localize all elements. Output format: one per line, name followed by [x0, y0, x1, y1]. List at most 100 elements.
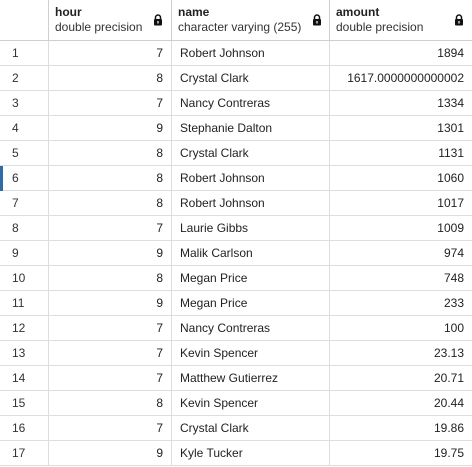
row-number[interactable]: 4	[0, 116, 49, 141]
lock-icon	[455, 14, 463, 26]
table-row[interactable]: 1 7 Robert Johnson 1894	[0, 41, 472, 66]
cell-name[interactable]: Robert Johnson	[172, 191, 330, 216]
column-name: amount	[336, 5, 380, 19]
cell-amount[interactable]: 1334	[437, 96, 464, 110]
row-number[interactable]: 7	[0, 191, 49, 216]
cell-name[interactable]: Laurie Gibbs	[172, 216, 330, 241]
cell-amount[interactable]: 1131	[438, 146, 464, 160]
cell-hour[interactable]: 8	[49, 191, 172, 216]
row-number[interactable]: 15	[0, 391, 49, 416]
column-type: character varying (255)	[178, 20, 302, 34]
cell-name[interactable]: Kyle Tucker	[172, 441, 330, 466]
cell-hour[interactable]: 7	[49, 341, 172, 366]
cell-amount[interactable]: 23.13	[433, 346, 464, 360]
cell-amount[interactable]: 1301	[437, 121, 464, 135]
table-row[interactable]: 16 7 Crystal Clark 19.86	[0, 416, 472, 441]
table-row[interactable]: 6 8 Robert Johnson 1060	[0, 166, 472, 191]
table-row[interactable]: 13 7 Kevin Spencer 23.13	[0, 341, 472, 366]
cell-name[interactable]: Stephanie Dalton	[172, 116, 330, 141]
cell-name[interactable]: Megan Price	[172, 291, 330, 316]
cell-name[interactable]: Crystal Clark	[172, 416, 330, 441]
cell-amount[interactable]: 100	[443, 321, 464, 335]
row-number[interactable]: 17	[0, 441, 49, 466]
table-row[interactable]: 7 8 Robert Johnson 1017	[0, 191, 472, 216]
cell-name[interactable]: Kevin Spencer	[172, 341, 330, 366]
row-number[interactable]: 6	[0, 166, 49, 191]
cell-hour[interactable]: 7	[49, 416, 172, 441]
row-number[interactable]: 12	[0, 316, 49, 341]
cell-amount[interactable]: 1060	[437, 171, 464, 185]
cell-hour[interactable]: 9	[49, 116, 172, 141]
row-number[interactable]: 1	[0, 41, 49, 66]
column-name: name	[178, 5, 210, 19]
cell-amount[interactable]: 20.71	[433, 371, 464, 385]
cell-amount[interactable]: 1617.0000000000002	[347, 71, 464, 85]
cell-hour[interactable]: 9	[49, 291, 172, 316]
cell-amount[interactable]: 748	[443, 271, 464, 285]
cell-name[interactable]: Nancy Contreras	[172, 91, 330, 116]
row-number[interactable]: 5	[0, 141, 49, 166]
column-header-amount[interactable]: amount double precision	[330, 0, 472, 41]
table-row[interactable]: 5 8 Crystal Clark 1131	[0, 141, 472, 166]
cell-hour[interactable]: 7	[49, 41, 172, 66]
cell-hour[interactable]: 9	[49, 441, 172, 466]
cell-name[interactable]: Kevin Spencer	[172, 391, 330, 416]
cell-amount[interactable]: 1017	[437, 196, 464, 210]
cell-name[interactable]: Robert Johnson	[172, 166, 330, 191]
column-type: double precision	[336, 20, 424, 34]
cell-hour[interactable]: 7	[49, 216, 172, 241]
cell-amount[interactable]: 1009	[437, 221, 464, 235]
column-name: hour	[55, 5, 82, 19]
cell-hour[interactable]: 9	[49, 241, 172, 266]
cell-hour[interactable]: 7	[49, 91, 172, 116]
table-row[interactable]: 14 7 Matthew Gutierrez 20.71	[0, 366, 472, 391]
table-row[interactable]: 10 8 Megan Price 748	[0, 266, 472, 291]
cell-hour[interactable]: 8	[49, 266, 172, 291]
lock-icon	[154, 14, 162, 26]
lock-icon	[313, 14, 321, 26]
row-number[interactable]: 3	[0, 91, 49, 116]
row-number[interactable]: 10	[0, 266, 49, 291]
cell-amount[interactable]: 1894	[437, 46, 464, 60]
cell-name[interactable]: Malik Carlson	[172, 241, 330, 266]
column-header-name[interactable]: name character varying (255)	[172, 0, 330, 41]
table-row[interactable]: 3 7 Nancy Contreras 1334	[0, 91, 472, 116]
table-row[interactable]: 11 9 Megan Price 233	[0, 291, 472, 316]
cell-hour[interactable]: 8	[49, 391, 172, 416]
cell-name[interactable]: Crystal Clark	[172, 66, 330, 91]
cell-amount[interactable]: 974	[443, 246, 464, 260]
row-number[interactable]: 14	[0, 366, 49, 391]
table-row[interactable]: 12 7 Nancy Contreras 100	[0, 316, 472, 341]
table-row[interactable]: 17 9 Kyle Tucker 19.75	[0, 441, 472, 466]
grid-header: hour double precision name character var…	[0, 0, 472, 41]
row-number[interactable]: 13	[0, 341, 49, 366]
cell-amount[interactable]: 233	[443, 296, 464, 310]
cell-amount[interactable]: 19.75	[433, 446, 464, 460]
table-row[interactable]: 4 9 Stephanie Dalton 1301	[0, 116, 472, 141]
cell-name[interactable]: Crystal Clark	[172, 141, 330, 166]
cell-name[interactable]: Robert Johnson	[172, 41, 330, 66]
cell-hour[interactable]: 8	[49, 166, 172, 191]
table-row[interactable]: 2 8 Crystal Clark 1617.0000000000002	[0, 66, 472, 91]
cell-hour[interactable]: 8	[49, 141, 172, 166]
cell-hour[interactable]: 7	[49, 366, 172, 391]
row-number[interactable]: 9	[0, 241, 49, 266]
cell-name[interactable]: Matthew Gutierrez	[172, 366, 330, 391]
cell-amount[interactable]: 19.86	[433, 421, 464, 435]
cell-hour[interactable]: 7	[49, 316, 172, 341]
cell-name[interactable]: Megan Price	[172, 266, 330, 291]
column-header-hour[interactable]: hour double precision	[49, 0, 172, 41]
row-number[interactable]: 8	[0, 216, 49, 241]
row-number-header[interactable]	[0, 0, 49, 41]
row-number[interactable]: 16	[0, 416, 49, 441]
table-row[interactable]: 9 9 Malik Carlson 974	[0, 241, 472, 266]
row-number[interactable]: 11	[0, 291, 49, 316]
row-number[interactable]: 2	[0, 66, 49, 91]
table-row[interactable]: 15 8 Kevin Spencer 20.44	[0, 391, 472, 416]
cell-hour[interactable]: 8	[49, 66, 172, 91]
table-row[interactable]: 8 7 Laurie Gibbs 1009	[0, 216, 472, 241]
cell-name[interactable]: Nancy Contreras	[172, 316, 330, 341]
column-type: double precision	[55, 20, 143, 34]
cell-amount[interactable]: 20.44	[433, 396, 464, 410]
